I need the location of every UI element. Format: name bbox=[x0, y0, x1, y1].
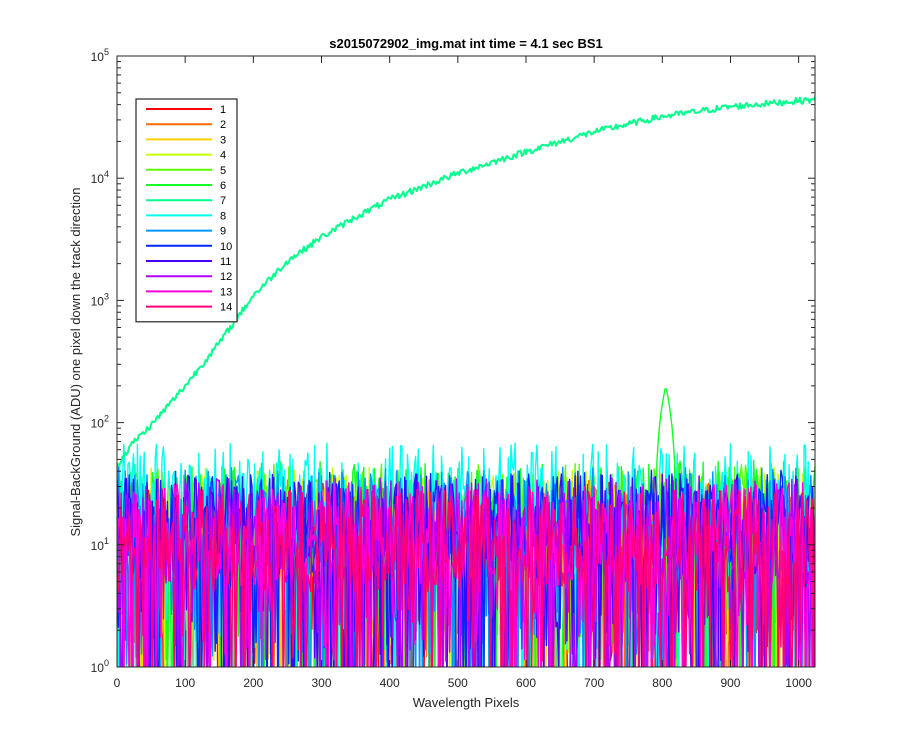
y-tick-label: 100 bbox=[91, 658, 109, 675]
y-tick-label: 103 bbox=[91, 291, 109, 308]
series-13-line bbox=[117, 481, 815, 667]
legend-label-10: 10 bbox=[220, 241, 232, 253]
series-14-line bbox=[117, 486, 815, 667]
legend-label-12: 12 bbox=[220, 271, 232, 283]
x-tick-label: 600 bbox=[516, 676, 536, 690]
x-tick-label: 800 bbox=[652, 676, 672, 690]
y-axis-label: Signal-BackGround (ADU) one pixel down t… bbox=[68, 187, 83, 536]
legend-label-6: 6 bbox=[220, 180, 226, 192]
x-tick-label: 200 bbox=[243, 676, 263, 690]
legend-label-1: 1 bbox=[220, 104, 226, 116]
legend-label-3: 3 bbox=[220, 134, 226, 146]
legend-label-7: 7 bbox=[220, 195, 226, 207]
x-tick-label: 900 bbox=[720, 676, 740, 690]
x-tick-label: 1000 bbox=[785, 676, 812, 690]
x-tick-label: 0 bbox=[114, 676, 121, 690]
y-tick-label: 102 bbox=[91, 414, 109, 431]
chart-title: s2015072902_img.mat int time = 4.1 sec B… bbox=[329, 36, 603, 51]
y-tick-label: 101 bbox=[91, 536, 109, 553]
x-tick-label: 300 bbox=[311, 676, 331, 690]
legend-label-11: 11 bbox=[220, 256, 231, 268]
series-7-line bbox=[117, 96, 815, 468]
x-tick-label: 700 bbox=[584, 676, 604, 690]
axes-layer: 0 100 200 300 400 500 600 700 800 900 100010010110… bbox=[91, 47, 816, 690]
legend-label-14: 14 bbox=[220, 302, 232, 314]
x-tick-label: 500 bbox=[448, 676, 468, 690]
legend-label-5: 5 bbox=[220, 165, 226, 177]
y-tick-label: 104 bbox=[91, 169, 109, 186]
x-tick-label: 100 bbox=[175, 676, 195, 690]
legend-label-2: 2 bbox=[220, 119, 226, 131]
legend-label-8: 8 bbox=[220, 210, 226, 222]
x-tick-label: 400 bbox=[380, 676, 400, 690]
legend-label-9: 9 bbox=[220, 226, 226, 238]
series-layer bbox=[117, 96, 815, 667]
y-tick-label: 105 bbox=[91, 47, 109, 64]
legend-label-13: 13 bbox=[220, 286, 232, 298]
x-axis-label: Wavelength Pixels bbox=[413, 695, 520, 710]
plot-frame bbox=[116, 55, 816, 668]
legend-label-4: 4 bbox=[220, 150, 226, 162]
legend-box bbox=[135, 98, 238, 323]
